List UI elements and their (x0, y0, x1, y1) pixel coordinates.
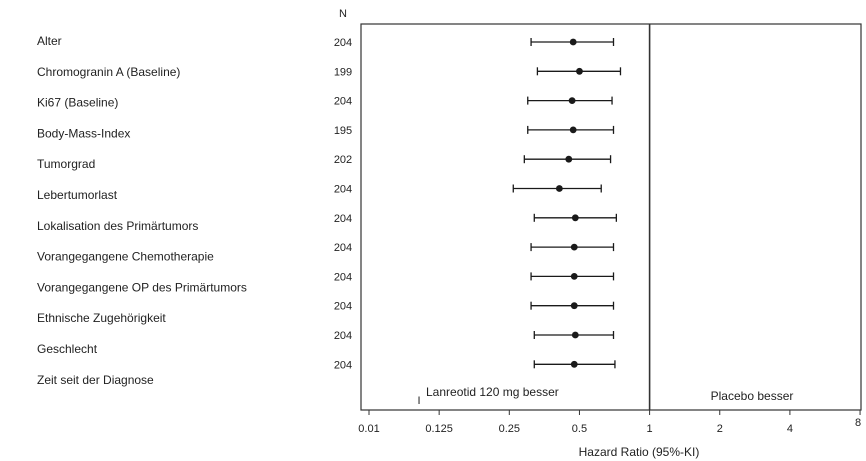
row-label: Ki67 (Baseline) (37, 96, 118, 110)
hr-point (570, 243, 578, 251)
x-axis: 0.01 0.125 0.25 0.5 1 2 4 8 (358, 410, 861, 435)
row-label: Zeit seit der Diagnose (37, 373, 154, 387)
n-value: 204 (334, 242, 352, 254)
x-tick-label: 2 (717, 423, 723, 435)
n-value: 202 (334, 154, 352, 166)
left-annotation: Lanreotid 120 mg besser (426, 385, 559, 399)
row-label: Chromogranin A (Baseline) (37, 65, 180, 79)
right-annotation: Placebo besser (711, 389, 794, 403)
x-tick-label: 8 (855, 417, 861, 429)
row-label: Vorangegangene OP des Primärtumors (37, 280, 247, 294)
row-label: Geschlecht (37, 342, 98, 356)
x-tick-label: 4 (787, 423, 793, 435)
hr-point (571, 331, 579, 339)
row-label: Tumorgrad (37, 157, 95, 171)
n-value: 204 (334, 271, 352, 283)
n-column-header: N (339, 8, 347, 20)
hr-point (570, 302, 578, 310)
n-value: 204 (334, 213, 352, 225)
n-value: 204 (334, 330, 352, 342)
hr-point (571, 214, 579, 222)
n-column: 204 199 204 195 202 204 204 204 204 204 204 204 (334, 37, 352, 371)
row-label: Lebertumorlast (37, 188, 118, 202)
n-value: 204 (334, 301, 352, 313)
x-tick-label: 0.5 (572, 423, 587, 435)
hr-point (565, 155, 573, 163)
hr-point (570, 273, 578, 280)
hr-point (569, 38, 577, 46)
x-tick-label: 0.25 (499, 423, 520, 435)
n-value: 204 (334, 359, 352, 371)
hr-point (570, 360, 578, 368)
x-tick-label: 0.125 (425, 423, 453, 435)
hr-point (576, 67, 583, 75)
row-label: Alter (37, 34, 62, 48)
n-value: 199 (334, 66, 352, 78)
x-tick-label: 0.01 (358, 423, 379, 435)
hr-point (568, 97, 576, 104)
hr-point (569, 126, 577, 134)
row-label: Ethnische Zugehörigkeit (37, 311, 166, 325)
n-value: 195 (334, 125, 352, 137)
row-label: Vorangegangene Chemotherapie (37, 250, 214, 264)
x-tick-label: 1 (647, 423, 653, 435)
left-annotation-marker: I (417, 395, 420, 407)
x-axis-label: Hazard Ratio (95%-KI) (579, 445, 700, 459)
hr-point (555, 185, 563, 192)
plot-marks (512, 38, 622, 369)
n-value: 204 (334, 96, 352, 108)
row-label: Lokalisation des Primärtumors (37, 219, 198, 233)
n-value: 204 (334, 184, 352, 196)
n-value: 204 (334, 37, 352, 49)
row-labels: Alter Chromogranin A (Baseline) Ki67 (Base… (37, 34, 247, 387)
plot-frame (360, 23, 862, 411)
row-label: Body-Mass-Index (37, 126, 130, 140)
